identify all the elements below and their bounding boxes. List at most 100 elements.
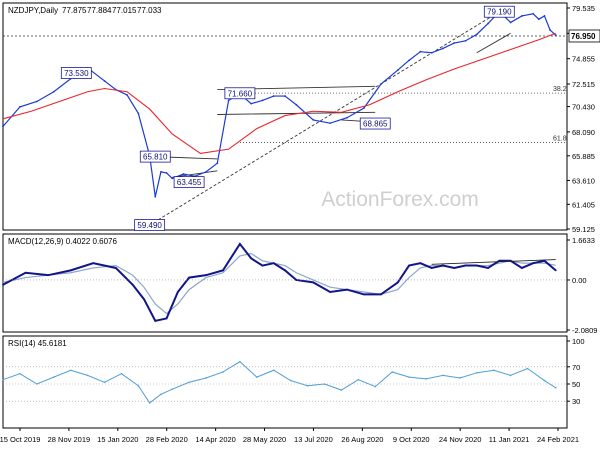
x-tick-label: 9 Oct 2020	[393, 435, 430, 444]
macd-point	[114, 267, 117, 269]
macd-point	[24, 271, 27, 274]
chart-title: NZDJPY,Daily	[8, 6, 58, 15]
annotation-label: 71.660	[224, 87, 256, 100]
macd-series	[2, 242, 557, 322]
price-y-tick-label: 79.535	[572, 4, 595, 13]
rsi-point	[69, 369, 72, 372]
current-price-box	[568, 29, 600, 43]
price-point	[430, 51, 433, 54]
price-point	[549, 29, 551, 31]
rsi-point	[306, 384, 309, 387]
rsi-point	[188, 381, 190, 384]
price-point	[35, 100, 38, 103]
x-tick-label: 14 Apr 2020	[195, 435, 235, 444]
macd-point	[176, 291, 179, 293]
rsi-point	[289, 379, 292, 382]
short-uptrend-line	[476, 32, 511, 54]
rsi-y-tick-label: 100	[572, 337, 585, 346]
macd-y-tick-label: -2.0809	[572, 326, 597, 335]
rsi-point	[374, 385, 377, 388]
rsi-panel	[2, 335, 568, 429]
rsi-point	[526, 367, 529, 370]
macd-point	[554, 269, 557, 272]
rsi-point	[86, 374, 89, 377]
annotation-label: 63.455	[173, 176, 205, 189]
price-point	[487, 22, 489, 25]
rsi-point	[425, 378, 427, 380]
macd-point	[346, 288, 348, 291]
x-tick-label: 28 Nov 2019	[48, 435, 91, 444]
macd-point	[188, 276, 191, 279]
macd-point	[363, 293, 365, 296]
rsi-point	[205, 377, 207, 379]
macd-point	[47, 274, 50, 277]
x-tick-label: 28 Feb 2020	[146, 435, 188, 444]
fib-level-label: 61.8	[553, 135, 567, 142]
macd-line	[2, 242, 557, 322]
annotation-label: 65.810	[139, 150, 171, 163]
price-point	[453, 42, 456, 44]
rsi-point	[459, 377, 461, 379]
rsi-point	[492, 369, 495, 372]
price-point	[227, 99, 230, 102]
macd-point	[520, 267, 523, 269]
macd-point	[295, 279, 298, 281]
rising-channel-trendline	[149, 11, 500, 226]
price-point	[171, 177, 174, 180]
price-point	[272, 95, 275, 97]
macd-point	[312, 281, 315, 284]
price-y-tick-label: 70.430	[572, 103, 595, 112]
price-point	[52, 90, 55, 93]
annotation-text: 71.660	[228, 89, 253, 98]
moving-average-line	[2, 32, 556, 155]
ohlc-open: 77.875	[62, 6, 87, 15]
price-point	[442, 47, 444, 50]
annotation-text: 63.455	[177, 178, 202, 187]
macd-point	[379, 293, 382, 296]
rsi-point	[239, 360, 241, 363]
price-annotations: 73.530 79.190 71.660 68.865 65.810 63.455 59.4…	[60, 5, 515, 231]
annotation-box	[483, 5, 515, 18]
x-axis: 15 Oct 2019 28 Nov 2019 15 Jan 2020 28 Feb …	[0, 428, 579, 444]
base-trendline	[172, 170, 218, 178]
annotation-label: 79.190	[483, 5, 515, 18]
rsi-point	[137, 384, 140, 387]
rsi-y-tick-label: 70	[572, 363, 580, 372]
rsi-point	[509, 374, 512, 377]
macd-point	[419, 262, 422, 265]
macd-point	[165, 317, 168, 320]
rsi-point	[103, 381, 106, 384]
annotation-box	[173, 176, 205, 189]
price-point	[475, 33, 478, 36]
macd-y-axis: 1.6633 0.00 -2.0809	[3, 236, 597, 335]
price-point	[363, 107, 365, 109]
macd-point	[408, 264, 410, 267]
price-point	[2, 125, 4, 128]
annotation-text: 73.530	[64, 69, 89, 78]
rsi-point	[340, 389, 343, 391]
macd-point	[498, 259, 501, 262]
rsi-point	[543, 379, 546, 382]
x-tick-label: 26 Aug 2020	[341, 435, 383, 444]
annotation-box	[224, 87, 256, 100]
price-title-group: NZDJPY,Daily 77.875 77.884 77.015 77.033	[8, 6, 162, 15]
price-y-axis: 79.53577.19574.85572.51570.43068.09065.8…	[567, 4, 600, 234]
macd-point	[2, 283, 4, 286]
price-point	[154, 195, 157, 198]
price-point	[396, 69, 399, 71]
macd-point	[396, 281, 399, 284]
price-y-tick-label: 59.125	[572, 225, 595, 234]
price-point	[532, 12, 535, 15]
macd-point	[284, 269, 286, 272]
price-y-tick-label: 74.855	[572, 55, 595, 64]
annotation-text: 59.490	[137, 221, 162, 230]
macd-point	[475, 264, 478, 267]
macd-point	[430, 267, 433, 269]
x-tick-label: 28 May 2020	[243, 435, 286, 444]
price-point	[537, 18, 540, 21]
price-y-tick-label: 65.885	[572, 152, 595, 161]
price-point	[165, 172, 168, 174]
rsi-point	[442, 374, 444, 377]
